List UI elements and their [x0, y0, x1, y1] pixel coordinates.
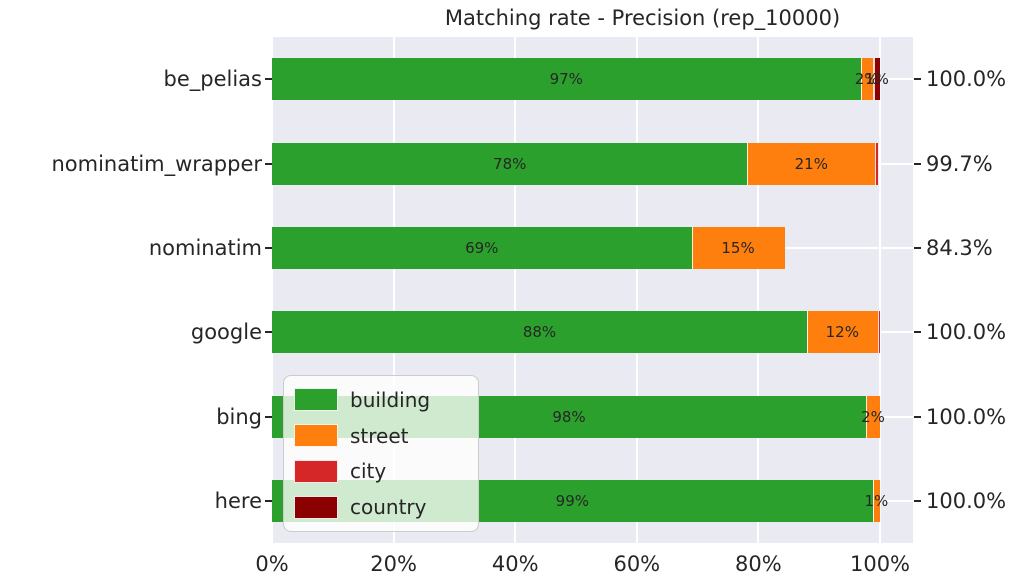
- legend-item-city: city: [294, 459, 468, 483]
- left-tick-mark: [265, 499, 272, 502]
- bar-segment-label: 1%: [864, 491, 889, 510]
- x-axis-tick-label: 20%: [370, 552, 417, 576]
- total-percentage-label: 100.0%: [926, 488, 1007, 513]
- bar-segment-building: [272, 142, 748, 185]
- total-percentage-label: 100.0%: [926, 67, 1007, 92]
- street-color-swatch-icon: [294, 424, 338, 448]
- bar-segment-street: [866, 395, 880, 438]
- total-percentage-label: 84.3%: [926, 235, 993, 260]
- bar-segment-label: 1%: [865, 70, 889, 89]
- legend-label: building: [350, 387, 431, 412]
- bar-segment-label: 2%: [861, 407, 885, 426]
- legend-item-street: street: [294, 424, 468, 448]
- bar-segment-label: 78%: [493, 154, 527, 173]
- bar-segment-street: [860, 58, 873, 101]
- bar-segment-street: [691, 226, 785, 269]
- category-label: nominatim: [148, 235, 262, 260]
- bar-segment-label: 12%: [825, 323, 859, 342]
- vertical-gridline: [757, 37, 760, 543]
- left-tick-mark: [265, 246, 272, 249]
- bar-segment-building: [272, 311, 808, 354]
- category-label: google: [190, 320, 262, 345]
- total-percentage-label: 99.7%: [926, 151, 993, 176]
- bar-segment-label: 99%: [555, 491, 590, 510]
- bar-segment-city: [877, 311, 880, 354]
- chart-title: Matching rate - Precision (rep_10000): [444, 6, 841, 30]
- right-tick-mark: [914, 415, 921, 418]
- bar-segment-building: [272, 226, 692, 269]
- bar-segment-country: [873, 58, 880, 101]
- bar-segment-label: 88%: [522, 323, 557, 342]
- bar-segment-city: [875, 142, 879, 185]
- building-color-swatch-icon: [294, 388, 338, 412]
- city-color-swatch-icon: [294, 459, 338, 483]
- legend-label: street: [350, 423, 409, 448]
- bar-segment-street: [747, 142, 876, 185]
- left-tick-mark: [265, 331, 272, 334]
- bar-segment-city: [872, 58, 874, 101]
- legend-label: country: [350, 495, 427, 520]
- country-color-swatch-icon: [294, 495, 338, 519]
- bar-segment-label: 98%: [552, 407, 586, 426]
- vertical-gridline: [271, 37, 273, 543]
- right-tick-mark: [914, 499, 921, 502]
- legend-item-building: building: [294, 388, 468, 412]
- vertical-gridline: [392, 37, 395, 543]
- left-tick-mark: [265, 415, 272, 418]
- category-label: nominatim_wrapper: [51, 151, 262, 176]
- right-tick-mark: [914, 246, 921, 249]
- x-axis-tick-label: 100%: [849, 552, 911, 576]
- x-axis-tick-label: 40%: [491, 552, 539, 576]
- bar-segment-label: 15%: [721, 238, 755, 257]
- left-tick-mark: [265, 78, 272, 81]
- category-label: here: [214, 488, 262, 513]
- vertical-gridline: [879, 37, 881, 543]
- legend-item-country: country: [294, 495, 468, 519]
- bar-segment-street: [872, 479, 880, 522]
- total-percentage-label: 100.0%: [926, 404, 1007, 429]
- right-tick-mark: [914, 78, 921, 81]
- bar-segment-building: [272, 58, 861, 101]
- x-axis-tick-label: 80%: [735, 552, 782, 576]
- right-tick-mark: [914, 162, 921, 165]
- right-tick-mark: [914, 331, 921, 334]
- legend-label: city: [350, 459, 387, 484]
- category-label: bing: [216, 404, 262, 429]
- bar-segment-street: [807, 311, 878, 354]
- bar-segment-label: 97%: [549, 70, 583, 89]
- vertical-gridline: [514, 37, 517, 543]
- x-axis-tick-label: 0%: [255, 552, 289, 576]
- left-tick-mark: [265, 162, 272, 165]
- total-percentage-label: 100.0%: [926, 320, 1007, 345]
- bar-segment-label: 69%: [465, 238, 499, 257]
- vertical-gridline: [635, 37, 638, 543]
- bar-segment-label: 21%: [794, 154, 828, 173]
- x-axis-tick-label: 60%: [613, 552, 661, 576]
- bar-segment-label: 2%: [854, 70, 879, 89]
- legend: building street city country: [283, 375, 479, 532]
- category-label: be_pelias: [163, 67, 262, 92]
